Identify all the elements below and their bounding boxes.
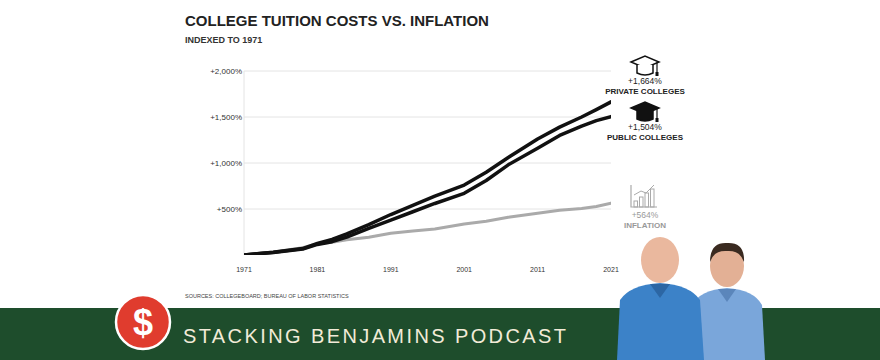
plot-area (244, 102, 611, 255)
cap-tassel (656, 62, 657, 73)
end-value-label: +1,504% (628, 122, 662, 132)
y-tick-label: +2,000% (210, 67, 242, 76)
hosts-photo (617, 237, 765, 360)
logo-text: $ (133, 302, 153, 343)
person-collar (650, 284, 670, 298)
x-tick-label: 2021 (603, 266, 619, 273)
series-icon (631, 56, 659, 76)
series-line (244, 102, 611, 255)
icon-axis (631, 185, 657, 207)
series-line (244, 203, 611, 255)
chart-root: COLLEGE TUITION COSTS VS. INFLATION INDEX… (0, 0, 880, 360)
icon-bar (634, 201, 638, 207)
grid-line (244, 71, 611, 72)
icon-arrow (634, 185, 654, 195)
cap-tassel (656, 108, 657, 119)
series-icon (631, 102, 659, 122)
series-name-label: PRIVATE COLLEGES (605, 87, 685, 96)
banner-title: STACKING BENJAMINS PODCAST (183, 325, 568, 347)
icon-bar (651, 189, 655, 207)
series-icon (631, 185, 657, 207)
source-note: SOURCES: COLLEGEBOARD; BUREAU OF LABOR S… (185, 293, 349, 299)
x-tick-label: 1991 (383, 266, 399, 273)
cap-base (637, 111, 653, 121)
icon-bar (645, 193, 649, 207)
series-line (244, 117, 611, 255)
series-name-label: PUBLIC COLLEGES (607, 133, 684, 142)
logo-circle (116, 295, 170, 349)
chart-title: COLLEGE TUITION COSTS VS. INFLATION (185, 12, 489, 29)
y-tick-label: +1,000% (210, 159, 242, 168)
person-collar (718, 289, 736, 302)
person-shirt (617, 283, 704, 360)
x-tick-label: 2001 (456, 266, 472, 273)
cap-base (637, 65, 653, 75)
grid-line (244, 117, 611, 118)
person-head (641, 237, 679, 283)
y-tick-label: +1,500% (210, 113, 242, 122)
chart-subtitle: INDEXED TO 1971 (185, 35, 262, 45)
icon-bar (640, 197, 644, 207)
person-hair (710, 243, 744, 262)
x-tick-label: 1981 (310, 266, 326, 273)
end-value-label: +1,664% (628, 76, 662, 86)
y-tick-label: +500% (217, 205, 242, 214)
end-value-label: +564% (632, 210, 659, 220)
grid-line (244, 163, 611, 164)
series-name-label: INFLATION (624, 221, 666, 230)
x-tick-label: 1971 (236, 266, 252, 273)
x-tick-label: 2011 (530, 266, 545, 273)
